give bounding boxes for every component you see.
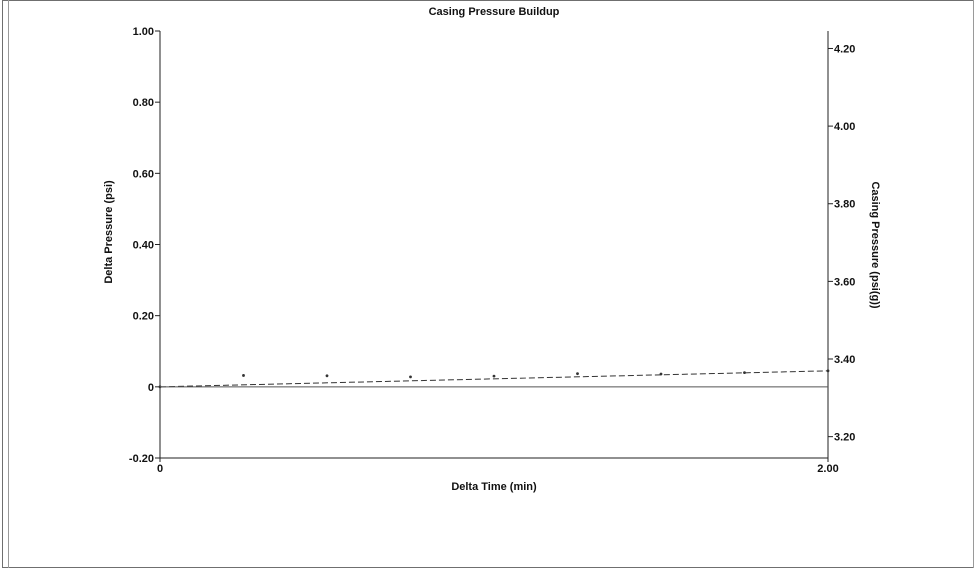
frame-right-rule — [973, 0, 974, 568]
y2-tick-label: 3.20 — [834, 432, 855, 444]
data-point — [325, 374, 329, 378]
y-tick-label: 0 — [148, 382, 154, 394]
y-tick-label: 1.00 — [133, 26, 154, 38]
x-axis-title: Delta Time (min) — [451, 481, 537, 493]
y2-tick-label: 4.20 — [834, 43, 855, 55]
y2-tick-label: 3.40 — [834, 354, 855, 366]
y-axis-title: Delta Pressure (psi) — [103, 180, 115, 284]
series-group — [158, 369, 830, 389]
y-tick-label: -0.20 — [129, 453, 154, 465]
data-point — [242, 374, 245, 377]
data-point — [492, 374, 496, 378]
frame-left-rule — [8, 0, 9, 568]
y2-tick-label: 4.00 — [834, 121, 855, 133]
data-point — [409, 375, 412, 379]
x-tick-label: 2.00 — [817, 463, 838, 475]
chart-title: Casing Pressure Buildup — [429, 6, 560, 18]
data-point — [576, 372, 579, 376]
y-tick-label: 0.60 — [133, 168, 154, 180]
y2-tick-label: 3.60 — [834, 276, 855, 288]
y-tick-label: 0.20 — [133, 311, 154, 323]
y-tick-label: 0.80 — [133, 97, 154, 109]
trend-line — [159, 370, 829, 388]
x-tick-label: 0 — [157, 463, 163, 475]
tick-group: -0.2000.200.400.600.801.003.203.403.603.… — [129, 26, 856, 475]
y2-axis-title: Casing Pressure (psi(g)) — [869, 181, 881, 308]
y-tick-label: 0.40 — [133, 240, 154, 252]
axes — [159, 31, 829, 459]
y2-tick-label: 3.80 — [834, 199, 855, 211]
